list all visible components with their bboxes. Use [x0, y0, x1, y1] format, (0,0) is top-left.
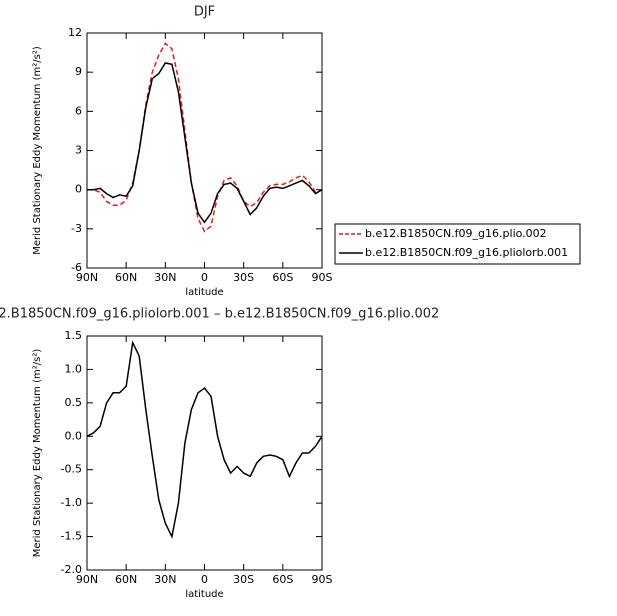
y-tick-label: -0.5	[61, 463, 82, 476]
y-tick-label: 6	[75, 104, 82, 117]
x-tick-label: 30S	[233, 271, 254, 284]
x-tick-label: 60N	[115, 573, 137, 586]
y-tick-label: 12	[68, 26, 82, 39]
y-tick-label: 0.0	[65, 429, 83, 442]
y-tick-label: 0.5	[65, 396, 83, 409]
x-tick-label: 90S	[312, 573, 333, 586]
plot-frame	[86, 335, 323, 571]
x-tick-label: 90N	[76, 573, 98, 586]
legend-label: b.e12.B1850CN.f09_g16.pliolorb.001	[365, 246, 568, 259]
x-tick-label: 60N	[115, 271, 137, 284]
data-line	[87, 42, 323, 233]
x-tick-label: 30N	[154, 271, 176, 284]
y-tick-label: 0	[75, 183, 82, 196]
x-tick-label: 30N	[154, 573, 176, 586]
x-axis-label: latitude	[185, 287, 223, 298]
y-tick-label: 1.0	[65, 362, 83, 375]
y-tick-label: -2.0	[61, 563, 82, 576]
x-tick-label: 0	[201, 271, 208, 284]
y-tick-label: 9	[75, 65, 82, 78]
y-tick-label: -6	[71, 261, 82, 274]
x-tick-label: 60S	[272, 573, 293, 586]
y-axis-label: Merid Stationary Eddy Momentum (m²/s²)	[32, 349, 43, 558]
chart-title: b.e12.B1850CN.f09_g16.pliolorb.001 – b.e…	[0, 307, 439, 322]
legend-box	[334, 223, 581, 265]
x-axis-label: latitude	[185, 589, 223, 600]
x-tick-label: 0	[201, 573, 208, 586]
x-tick-label: 90S	[312, 271, 333, 284]
y-tick-label: -3	[71, 222, 82, 235]
y-axis-label: Merid Stationary Eddy Momentum (m²/s²)	[32, 46, 43, 255]
y-tick-label: 1.5	[65, 329, 83, 342]
y-tick-label: -1.0	[61, 496, 82, 509]
data-line	[87, 62, 323, 224]
y-tick-label: 3	[75, 144, 82, 157]
plot-frame	[86, 32, 323, 269]
x-tick-label: 90N	[76, 271, 98, 284]
legend-label: b.e12.B1850CN.f09_g16.plio.002	[365, 227, 547, 240]
x-tick-label: 60S	[272, 271, 293, 284]
chart-title: DJF	[194, 5, 215, 20]
x-tick-label: 30S	[233, 573, 254, 586]
data-line	[86, 340, 323, 539]
y-tick-label: -1.5	[61, 530, 82, 543]
